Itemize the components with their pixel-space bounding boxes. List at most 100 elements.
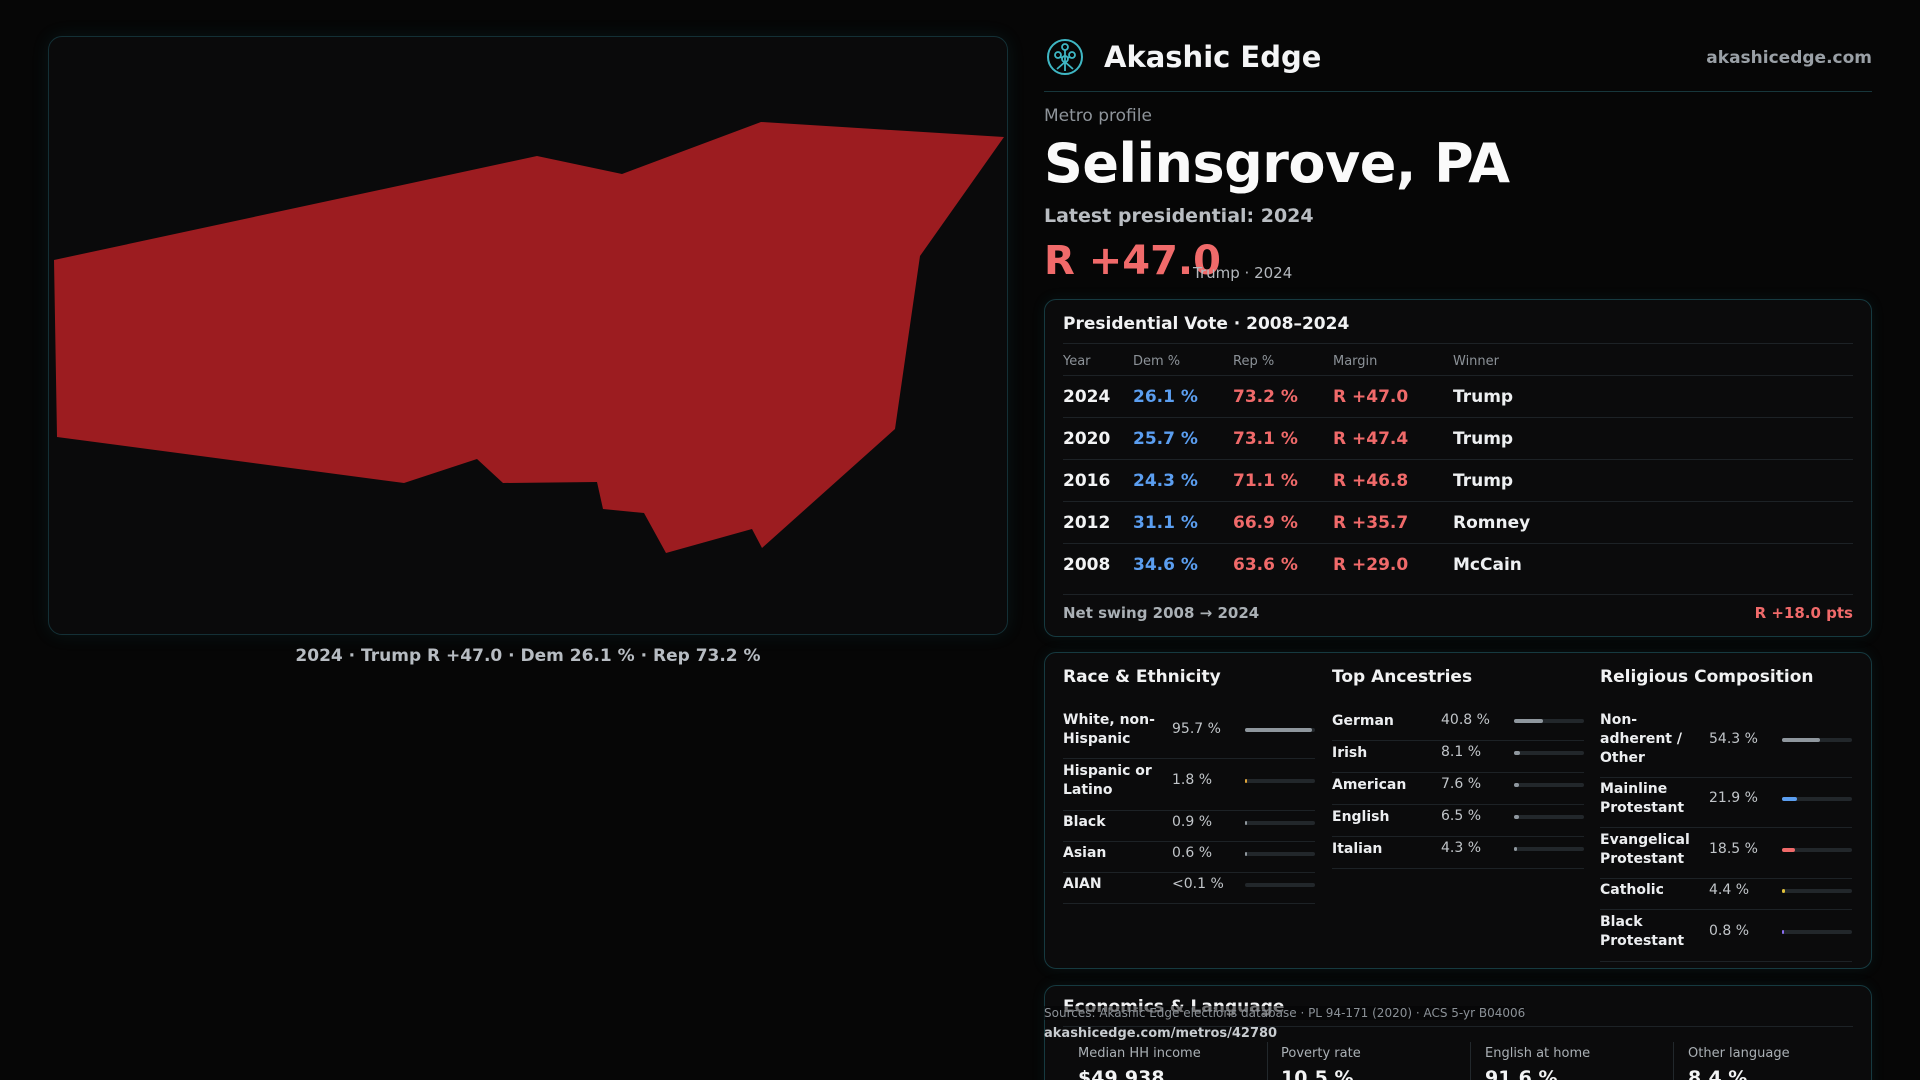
demo-value: 21.9 % bbox=[1709, 790, 1758, 806]
share-bar bbox=[1514, 847, 1584, 851]
table-row: 2024 26.1 % 73.2 % R +47.0 Trump bbox=[1063, 375, 1853, 417]
table-row: 2016 24.3 % 71.1 % R +46.8 Trump bbox=[1063, 459, 1853, 501]
econ-other-language: Other language 8.4 % bbox=[1688, 1046, 1878, 1080]
table-row: 2008 34.6 % 63.6 % R +29.0 McCain bbox=[1063, 543, 1853, 585]
share-bar bbox=[1245, 779, 1315, 783]
list-item: Irish 8.1 % bbox=[1332, 741, 1584, 773]
share-bar bbox=[1245, 728, 1315, 732]
cell-rep: 73.2 % bbox=[1233, 387, 1298, 407]
share-bar bbox=[1782, 930, 1852, 934]
share-bar-fill bbox=[1782, 737, 1820, 742]
demo-value: 54.3 % bbox=[1709, 730, 1758, 747]
demo-value: 1.8 % bbox=[1172, 772, 1213, 788]
list-item: Asian 0.6 % bbox=[1063, 842, 1315, 873]
divider bbox=[1673, 1042, 1674, 1080]
religion-list: Non-adherent / Other 54.3 % Mainline Prote… bbox=[1600, 709, 1852, 962]
cell-winner: Romney bbox=[1453, 513, 1531, 533]
ancestries-list: German 40.8 % Irish 8.1 % American 7.6 % Engli… bbox=[1332, 709, 1584, 869]
header-winner: Winner bbox=[1453, 354, 1500, 369]
demo-value: 8.1 % bbox=[1441, 744, 1482, 760]
list-item: Catholic 4.4 % bbox=[1600, 879, 1852, 910]
page-title: Selinsgrove, PA bbox=[1044, 132, 1510, 195]
share-bar-fill bbox=[1245, 851, 1247, 856]
econ-label: Other language bbox=[1688, 1046, 1790, 1061]
econ-value: $49,938 bbox=[1078, 1067, 1165, 1080]
ancestries-title: Top Ancestries bbox=[1332, 667, 1473, 687]
brand-name[interactable]: Akashic Edge bbox=[1104, 40, 1322, 74]
list-item: Black Protestant 0.8 % bbox=[1600, 910, 1852, 962]
list-item: Mainline Protestant 21.9 % bbox=[1600, 778, 1852, 828]
table-row: 2020 25.7 % 73.1 % R +47.4 Trump bbox=[1063, 417, 1853, 459]
share-bar-fill bbox=[1782, 797, 1798, 801]
net-swing-label: Net swing 2008 → 2024 bbox=[1063, 604, 1260, 622]
tree-of-life-icon[interactable] bbox=[1046, 38, 1084, 76]
demo-value: 95.7 % bbox=[1172, 721, 1221, 737]
demo-label: Hispanic or Latino bbox=[1063, 763, 1152, 798]
demo-value: 0.8 % bbox=[1709, 923, 1750, 939]
brand-header: Akashic Edge akashicedge.com bbox=[1044, 36, 1872, 92]
sources-note: Sources: Akashic Edge elections database… bbox=[1044, 1006, 1526, 1020]
brand-url-link[interactable]: akashicedge.com bbox=[1706, 48, 1872, 68]
presidential-vote-card: Presidential Vote · 2008–2024 Year Dem %… bbox=[1044, 299, 1872, 637]
share-bar-fill bbox=[1514, 847, 1517, 851]
net-swing-row: Net swing 2008 → 2024 R +18.0 pts bbox=[1063, 594, 1853, 630]
demo-label: Italian bbox=[1332, 840, 1383, 857]
profile-eyebrow: Metro profile bbox=[1044, 106, 1152, 126]
cell-dem: 31.1 % bbox=[1133, 513, 1198, 533]
cell-year: 2016 bbox=[1063, 471, 1111, 491]
demo-label: German bbox=[1332, 712, 1394, 729]
list-item: Non-adherent / Other 54.3 % bbox=[1600, 709, 1852, 778]
demo-value: 4.4 % bbox=[1709, 881, 1750, 898]
econ-label: English at home bbox=[1485, 1046, 1591, 1061]
list-item: English 6.5 % bbox=[1332, 805, 1584, 837]
cell-winner: McCain bbox=[1453, 555, 1522, 575]
demo-value: <0.1 % bbox=[1172, 875, 1224, 892]
demo-label: Mainline Protestant bbox=[1600, 781, 1685, 816]
demographics-card: Race & Ethnicity White, non-Hispanic 95.7… bbox=[1044, 652, 1872, 969]
demo-label: Irish bbox=[1332, 744, 1368, 761]
cell-year: 2012 bbox=[1063, 513, 1111, 533]
list-item: German 40.8 % bbox=[1332, 709, 1584, 741]
demo-value: 0.6 % bbox=[1172, 844, 1213, 861]
cell-margin: R +29.0 bbox=[1333, 555, 1409, 575]
share-bar bbox=[1514, 815, 1584, 819]
share-bar-fill bbox=[1245, 728, 1312, 732]
list-item: Evangelical Protestant 18.5 % bbox=[1600, 828, 1852, 879]
econ-value: 8.4 % bbox=[1688, 1067, 1748, 1080]
metro-boundary-shape[interactable] bbox=[54, 122, 1004, 553]
econ-label: Median HH income bbox=[1078, 1046, 1201, 1061]
demo-value: 40.8 % bbox=[1441, 712, 1490, 728]
cell-dem: 25.7 % bbox=[1133, 429, 1198, 449]
vote-table: Year Dem % Rep % Margin Winner 2024 26.1… bbox=[1063, 343, 1853, 585]
divider bbox=[1267, 1042, 1268, 1080]
demo-label: Asian bbox=[1063, 845, 1107, 861]
cell-winner: Trump bbox=[1453, 471, 1514, 491]
permalink[interactable]: akashicedge.com/metros/42780 bbox=[1044, 1026, 1278, 1041]
share-bar bbox=[1782, 737, 1852, 742]
cell-dem: 26.1 % bbox=[1133, 387, 1198, 407]
divider bbox=[1063, 1026, 1853, 1027]
list-item: Italian 4.3 % bbox=[1332, 837, 1584, 869]
demo-label: English bbox=[1332, 808, 1390, 825]
demo-label: Evangelical Protestant bbox=[1600, 831, 1690, 867]
list-item: American 7.6 % bbox=[1332, 773, 1584, 805]
vote-card-title: Presidential Vote · 2008–2024 bbox=[1063, 314, 1350, 334]
demo-label: Black bbox=[1063, 814, 1106, 830]
divider bbox=[1470, 1042, 1471, 1080]
demo-label: Black Protestant bbox=[1600, 914, 1685, 949]
metro-map[interactable] bbox=[48, 36, 1008, 635]
share-bar bbox=[1245, 820, 1315, 825]
demo-value: 0.9 % bbox=[1172, 813, 1213, 830]
cell-margin: R +35.7 bbox=[1333, 513, 1409, 533]
demo-value: 4.3 % bbox=[1441, 840, 1482, 856]
econ-value: 91.6 % bbox=[1485, 1067, 1558, 1080]
share-bar bbox=[1514, 719, 1584, 723]
demo-value: 18.5 % bbox=[1709, 840, 1758, 857]
list-item: White, non-Hispanic 95.7 % bbox=[1063, 709, 1315, 759]
share-bar bbox=[1782, 847, 1852, 852]
table-row: 2012 31.1 % 66.9 % R +35.7 Romney bbox=[1063, 501, 1853, 543]
race-ethnicity-title: Race & Ethnicity bbox=[1063, 667, 1221, 687]
share-bar-fill bbox=[1782, 847, 1795, 852]
share-bar-fill bbox=[1245, 779, 1247, 783]
share-bar-fill bbox=[1514, 719, 1543, 723]
